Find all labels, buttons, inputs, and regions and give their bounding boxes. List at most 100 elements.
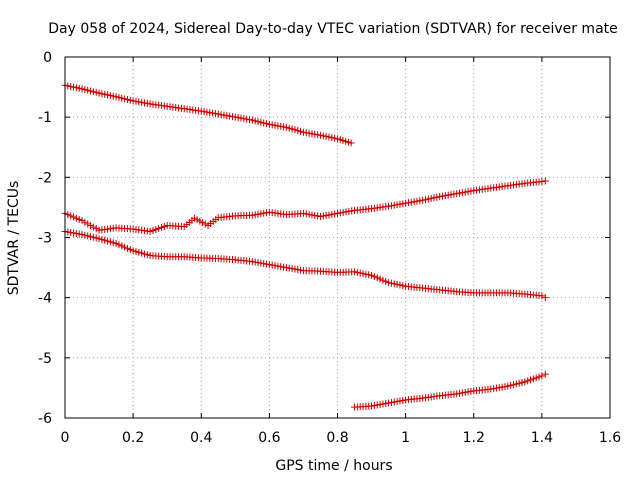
data-point	[387, 398, 395, 406]
data-point	[132, 248, 140, 256]
x-tick-label: 0.6	[258, 430, 280, 446]
data-point	[254, 118, 262, 126]
data-point	[328, 210, 336, 218]
data-point	[387, 202, 395, 210]
x-tick-label: 1.6	[599, 430, 621, 446]
series-track-b	[61, 177, 549, 235]
data-point	[416, 197, 424, 205]
data-point	[492, 384, 500, 392]
data-point	[393, 397, 401, 405]
data-point	[498, 383, 506, 391]
data-point	[95, 89, 103, 97]
data-point	[399, 396, 407, 404]
data-point	[64, 211, 72, 219]
data-point	[265, 261, 273, 269]
data-point	[149, 226, 157, 234]
data-point	[282, 123, 290, 131]
data-point	[84, 232, 92, 240]
data-point	[456, 189, 464, 197]
data-point	[305, 210, 313, 218]
data-point	[268, 261, 276, 269]
data-point	[393, 280, 401, 288]
data-point	[319, 212, 327, 220]
data-point	[220, 111, 228, 119]
data-point	[450, 190, 458, 198]
data-point	[135, 248, 143, 256]
data-point	[319, 132, 327, 140]
x-tick-label: 0.8	[326, 430, 348, 446]
data-point	[67, 212, 75, 220]
data-point	[132, 97, 140, 105]
data-point	[376, 400, 384, 408]
data-point	[461, 388, 469, 396]
data-point	[441, 192, 449, 200]
data-point	[104, 237, 112, 245]
data-point	[410, 198, 418, 206]
data-point	[487, 385, 495, 393]
data-point	[81, 218, 89, 226]
data-point	[390, 201, 398, 209]
data-point	[396, 397, 404, 405]
data-point	[140, 99, 148, 107]
data-point	[89, 223, 97, 231]
data-point	[209, 109, 217, 117]
data-point	[402, 199, 410, 207]
data-point	[89, 88, 97, 96]
data-point	[538, 372, 546, 380]
data-point	[385, 202, 393, 210]
data-point	[430, 194, 438, 202]
data-point	[203, 108, 211, 116]
data-point	[288, 265, 296, 273]
data-point	[379, 276, 387, 284]
data-point	[251, 117, 259, 125]
data-point	[87, 233, 95, 241]
data-point	[115, 93, 123, 101]
data-point	[311, 211, 319, 219]
data-point	[109, 92, 117, 100]
data-point	[404, 199, 412, 207]
data-point	[521, 378, 529, 386]
data-point	[98, 90, 106, 98]
y-axis-label: SDTVAR / TECUs	[6, 181, 22, 296]
data-point	[140, 250, 148, 258]
data-point	[70, 83, 78, 91]
data-point	[268, 121, 276, 129]
data-point	[458, 389, 466, 397]
data-point	[87, 87, 95, 95]
data-point	[419, 196, 427, 204]
tick-labels: 0 0.2 0.4 0.6 0.8 1 1.2 1.4 1.6 0 -1 -2 -3 -4 -5 -6	[38, 50, 621, 446]
data-point	[271, 121, 279, 129]
data-point	[299, 209, 307, 217]
data-point	[509, 381, 517, 389]
data-point	[251, 211, 259, 219]
data-point	[512, 380, 520, 388]
data-point	[78, 217, 86, 225]
data-point	[365, 271, 373, 279]
series-track-c	[61, 227, 549, 302]
data-point	[67, 228, 75, 236]
data-point	[342, 208, 350, 216]
data-point	[257, 118, 265, 126]
data-point	[507, 381, 515, 389]
data-point	[231, 113, 239, 121]
data-point	[70, 229, 78, 237]
data-point	[373, 401, 381, 409]
data-point	[138, 98, 146, 106]
data-point	[385, 279, 393, 287]
y-tick-label: 0	[43, 50, 52, 66]
data-point	[399, 282, 407, 290]
data-point	[84, 220, 92, 228]
data-point	[67, 82, 75, 90]
data-point	[206, 109, 214, 117]
data-point	[331, 134, 339, 142]
data-point	[285, 264, 293, 272]
data-point	[72, 229, 80, 237]
data-point	[106, 238, 114, 246]
data-point	[143, 99, 151, 107]
data-point	[322, 211, 330, 219]
data-point	[353, 268, 361, 276]
data-point	[243, 115, 251, 123]
data-point	[294, 127, 302, 135]
data-point	[285, 124, 293, 132]
data-point	[453, 390, 461, 398]
